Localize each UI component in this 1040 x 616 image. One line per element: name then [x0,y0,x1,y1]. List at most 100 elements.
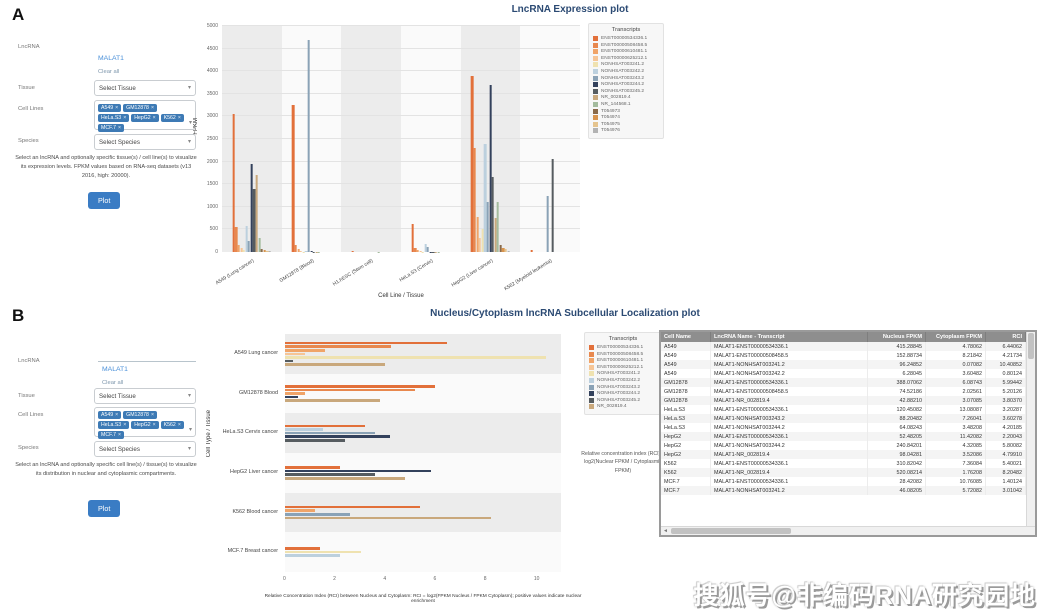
table-cell: MALAT1-ENST00000534336.1 [711,432,868,441]
expression-x-axis-title: Cell Line / Tissue [378,293,424,299]
lncrna-label: LncRNA [18,44,40,50]
plot-button[interactable]: Plot [88,500,121,517]
scrollbar-thumb[interactable] [671,528,791,534]
table-row[interactable]: HepG2 MALAT1-ENST00000534336.1 52.48205 11.… [661,432,1026,441]
table-row[interactable]: GM12878 MALAT1-NR_002819.4 42.88210 3.07085… [661,396,1026,405]
table-row[interactable]: HeLa.S3 MALAT1-NONHSAT003244.2 64.08243 3.4… [661,423,1026,432]
selected-gene-link[interactable]: MALAT1 [98,55,124,62]
table-cell: 64.08243 [868,423,926,432]
bar [268,251,271,252]
remove-tag-icon[interactable]: × [150,105,154,111]
table-header-cell[interactable]: Cytoplasm FPKM [926,332,986,342]
legend-item: NONHSAT003242.2 [589,377,657,383]
y-category-label: HeLa.S3 Cervix cancer [222,429,278,436]
cell-line-tag[interactable]: GM12878 × [123,411,157,419]
table-row[interactable]: A549 MALAT1-NONHSAT003242.2 6.28045 3.60482… [661,369,1026,378]
table-cell: MALAT1-NONHSAT003241.2 [711,360,868,369]
table-row[interactable]: A549 MALAT1-NONHSAT003241.2 96.24852 0.0708… [661,360,1026,369]
table-row[interactable]: GM12878 MALAT1-ENST00000508458.5 74.52186 2… [661,387,1026,396]
table-row[interactable]: K562 MALAT1-ENST00000534336.1 310.82042 7.3… [661,459,1026,468]
localization-data-table: Cell Name LncRNA Name - Transcript Nucleus… [659,330,1037,537]
tissue-select[interactable]: Select Tissue ▾ [94,388,196,404]
cell-lines-multiselect[interactable]: ▾ A549 × GM12878 × HeLa.S3 × HepG2 × K562 × MCF.7 × [94,100,196,132]
tissue-select[interactable]: Select Tissue ▾ [94,80,196,96]
bar [242,249,245,252]
remove-tag-icon[interactable]: × [118,125,122,131]
selected-gene-link[interactable]: MALAT1 [102,366,128,373]
remove-tag-icon[interactable]: × [115,412,119,418]
expression-chart [222,25,580,252]
remove-tag-icon[interactable]: × [123,115,127,121]
category-band [285,334,561,374]
table-row[interactable]: HeLa.S3 MALAT1-NONHSAT003243.2 88.20482 7.2… [661,414,1026,423]
plot-button[interactable]: Plot [88,192,121,209]
table-cell: MALAT1-NR_002819.4 [711,450,868,459]
legend-color-chip [593,82,598,88]
legend-item-label: NONHSAT003245.2 [597,397,641,403]
scroll-left-icon[interactable]: ◄ [663,527,668,534]
remove-tag-icon[interactable]: × [152,422,156,428]
table-row[interactable]: MCF.7 MALAT1-NONHSAT003241.2 46.08205 5.720… [661,486,1026,495]
table-cell: A549 [661,360,711,369]
species-label: Species [18,138,39,144]
table-cell: 46.08205 [868,486,926,495]
cell-line-tag[interactable]: HepG2 × [131,114,159,122]
cell-line-tag[interactable]: MCF.7 × [98,124,125,132]
legend-item: ENST00000534336.1 [593,36,659,41]
cell-line-tag[interactable]: HeLa.S3 × [98,421,130,429]
table-header-cell[interactable]: RCI [986,332,1026,342]
remove-tag-icon[interactable]: × [177,115,181,121]
tissue-label: Tissue [18,85,35,91]
bar [416,250,419,252]
cell-line-tag[interactable]: MCF.7 × [98,431,125,439]
species-select[interactable]: Select Species ▾ [94,134,196,150]
table-row[interactable]: K562 MALAT1-NR_002819.4 520.08214 1.76208 8.… [661,468,1026,477]
cell-line-tag[interactable]: K562 × [160,421,184,429]
table-header-cell[interactable]: Nucleus FPKM [868,332,926,342]
table-cell: MALAT1-NR_002819.4 [711,468,868,477]
table-row[interactable]: A549 MALAT1-ENST00000534336.1 415.28845 4.7… [661,342,1026,351]
cell-line-tag-label: HepG2 [134,115,151,121]
table-row[interactable]: HeLa.S3 MALAT1-ENST00000534336.1 120.45082… [661,405,1026,414]
clear-all-link[interactable]: Clear all [98,69,120,75]
table-row[interactable]: GM12878 MALAT1-ENST00000534336.1 388.07062… [661,378,1026,387]
table-cell: 310.82042 [868,459,926,468]
remove-tag-icon[interactable]: × [152,115,156,121]
cell-line-tag[interactable]: HepG2 × [131,421,159,429]
table-cell: MALAT1-ENST00000534336.1 [711,477,868,486]
table-row[interactable]: MCF.7 MALAT1-ENST00000534336.1 28.42082 10.… [661,477,1026,486]
table-header-cell[interactable]: LncRNA Name - Transcript [711,332,868,342]
cell-lines-multiselect[interactable]: ▾ A549 × GM12878 × HeLa.S3 × HepG2 × K562 × MCF.7 × [94,407,196,439]
bar [294,245,297,252]
table-row[interactable]: HepG2 MALAT1-NR_002819.4 98.04281 3.52086 4.… [661,450,1026,459]
cell-line-tag[interactable]: GM12878 × [123,104,157,112]
cell-line-tag[interactable]: K562 × [160,114,184,122]
remove-tag-icon[interactable]: × [177,422,181,428]
table-row[interactable]: A549 MALAT1-ENST00000508458.5 152.88734 8.2… [661,351,1026,360]
table-row[interactable]: HepG2 MALAT1-NONHSAT003244.2 240.84201 4.32… [661,441,1026,450]
legend-item-label: NONHSAT003245.2 [601,88,645,94]
cell-line-tag[interactable]: A549 × [98,411,122,419]
species-select[interactable]: Select Species ▾ [94,441,196,457]
remove-tag-icon[interactable]: × [118,432,122,438]
bar [419,251,422,252]
remove-tag-icon[interactable]: × [123,422,127,428]
table-cell: 52.48205 [868,432,926,441]
bar [255,175,258,252]
clear-all-link[interactable]: Clear all [102,380,124,386]
cell-line-tag[interactable]: HeLa.S3 × [98,114,130,122]
table-horizontal-scrollbar[interactable]: ◄ [661,526,1035,535]
bar [499,245,502,252]
table-cell: HeLa.S3 [661,423,711,432]
gene-search-input[interactable] [98,352,196,362]
table-cell: 3.80370 [986,396,1026,405]
bar [285,550,361,554]
scrollbar-thumb[interactable] [1028,333,1034,359]
remove-tag-icon[interactable]: × [150,412,154,418]
table-vertical-scrollbar[interactable] [1026,332,1035,526]
bars [292,26,331,252]
table-header-cell[interactable]: Cell Name [661,332,711,342]
cell-line-tag[interactable]: A549 × [98,104,122,112]
remove-tag-icon[interactable]: × [115,105,119,111]
table-cell: MALAT1-ENST00000534336.1 [711,378,868,387]
